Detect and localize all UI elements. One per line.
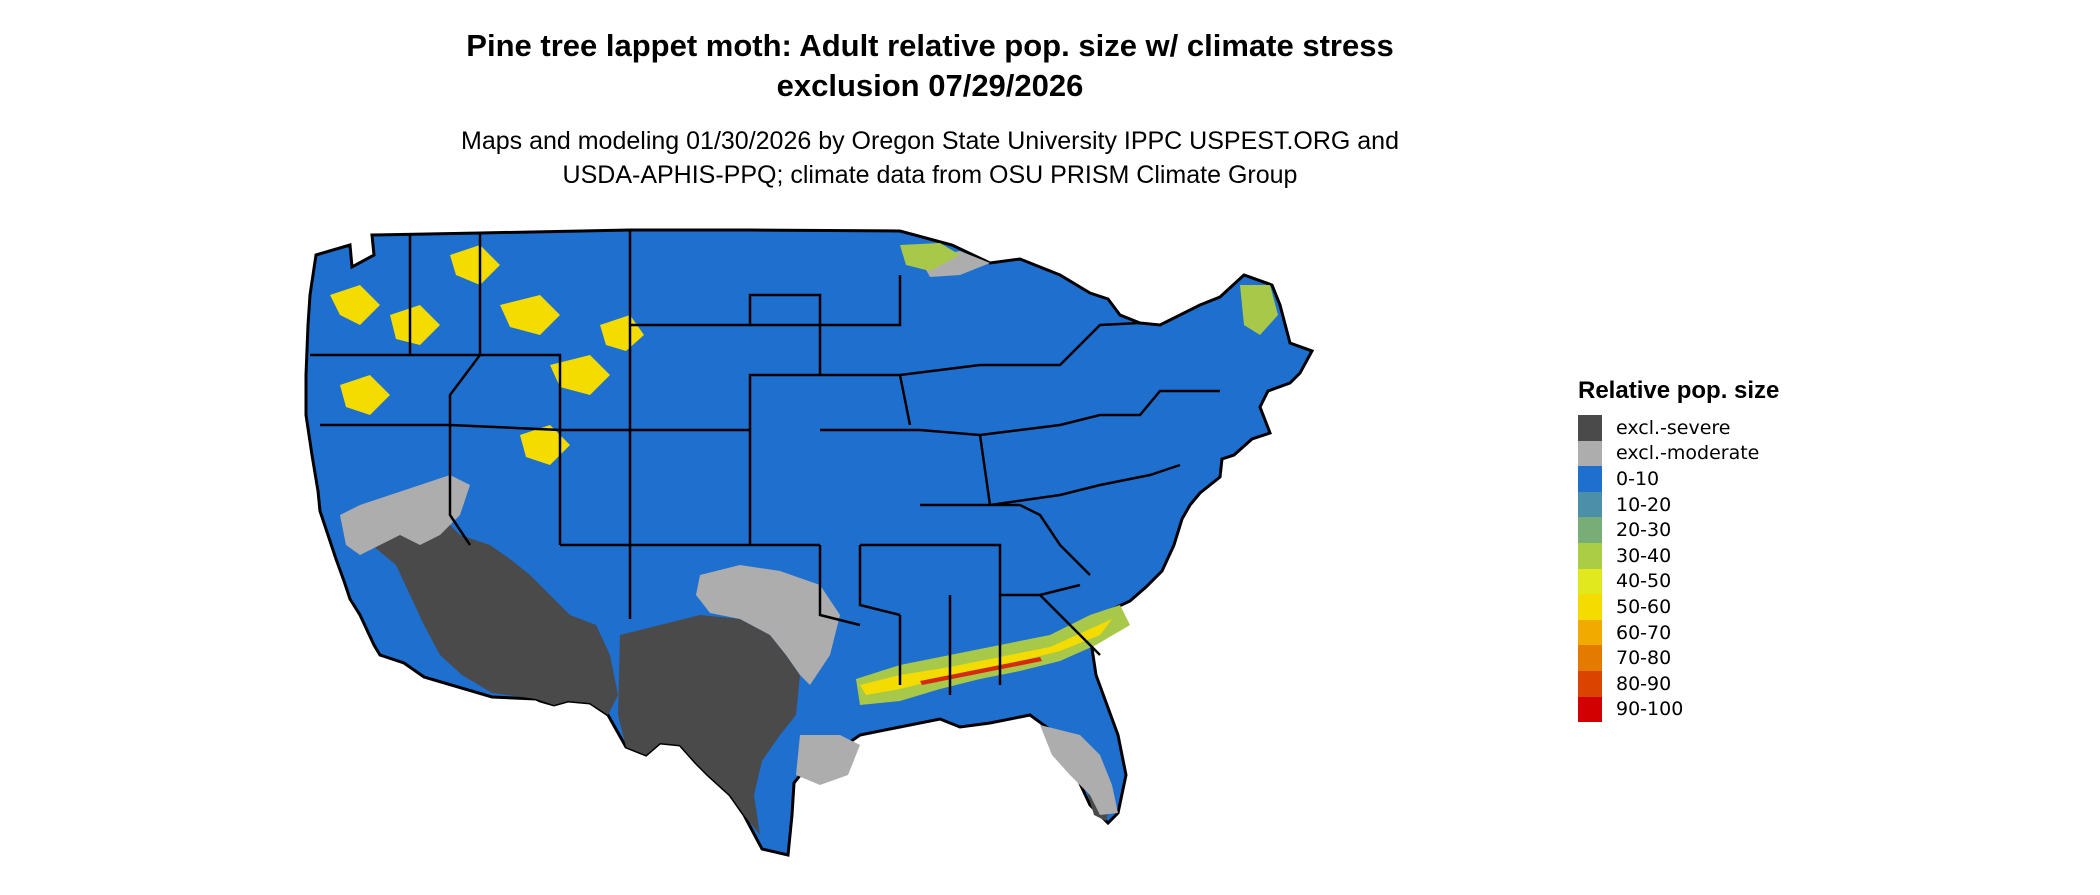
state-borders xyxy=(310,230,1220,695)
legend-item: 10-20 xyxy=(1578,491,1779,518)
excl-moderate-south-plains xyxy=(696,565,840,685)
legend-label: 80-90 xyxy=(1616,672,1672,695)
legend-swatch xyxy=(1578,696,1602,723)
legend-item: 20-30 xyxy=(1578,517,1779,543)
excl-moderate-great-basin xyxy=(340,475,470,555)
border-lines xyxy=(310,230,1220,695)
legend-label: 60-70 xyxy=(1616,621,1672,644)
legend-label: 90-100 xyxy=(1616,698,1684,721)
legend-swatch xyxy=(1578,542,1602,569)
legend-swatch xyxy=(1578,619,1602,646)
legend-item: 90-100 xyxy=(1578,696,1779,723)
legend-item: excl.-severe xyxy=(1578,415,1779,441)
legend-swatch xyxy=(1578,594,1602,620)
legend-title: Relative pop. size xyxy=(1578,377,1780,404)
legend-swatch xyxy=(1578,568,1602,595)
legend-items: excl.-severe excl.-moderate 0-10 10-20 20-30… xyxy=(1578,415,1779,723)
legend-swatch xyxy=(1578,670,1602,697)
legend-label: 70-80 xyxy=(1616,647,1672,670)
legend-label: excl.-moderate xyxy=(1616,442,1760,465)
map-title: Pine tree lappet moth: Adult relative po… xyxy=(0,26,1860,106)
legend-label: 0-10 xyxy=(1616,467,1660,490)
legend-label: excl.-severe xyxy=(1616,416,1731,439)
legend-item: 80-90 xyxy=(1578,670,1779,697)
legend-label: 10-20 xyxy=(1616,493,1672,516)
excl-severe-texas xyxy=(618,615,800,835)
southeast-yellow-band xyxy=(860,619,1112,695)
map-title-line-1: Pine tree lappet moth: Adult relative po… xyxy=(466,28,1394,63)
legend-label: 40-50 xyxy=(1616,570,1672,593)
map-subtitle-line-1: Maps and modeling 01/30/2026 by Oregon S… xyxy=(461,127,1399,155)
legend-swatch xyxy=(1578,491,1602,518)
legend-swatch xyxy=(1578,415,1602,441)
legend-item: 50-60 xyxy=(1578,594,1779,620)
map-title-line-2: exclusion 07/29/2026 xyxy=(776,68,1084,103)
legend-label: 30-40 xyxy=(1616,544,1672,567)
excl-moderate-gulf xyxy=(796,735,860,785)
legend-label: 20-30 xyxy=(1616,519,1672,542)
legend-item: 40-50 xyxy=(1578,568,1779,595)
legend-label: 50-60 xyxy=(1616,595,1672,618)
legend-item: excl.-moderate xyxy=(1578,440,1779,467)
legend-swatch xyxy=(1578,517,1602,543)
legend-swatch xyxy=(1578,466,1602,492)
excl-severe-southwest xyxy=(372,505,618,715)
legend-swatch xyxy=(1578,440,1602,467)
us-population-map xyxy=(304,228,1315,857)
northeast-green xyxy=(1240,285,1278,335)
legend-item: 60-70 xyxy=(1578,619,1779,646)
legend-swatch xyxy=(1578,645,1602,671)
map-subtitle-line-2: USDA-APHIS-PPQ; climate data from OSU PR… xyxy=(562,161,1298,189)
legend-item: 0-10 xyxy=(1578,466,1779,492)
michigan-up-green xyxy=(900,243,960,271)
excl-moderate-florida xyxy=(1040,725,1118,815)
map-subtitle: Maps and modeling 01/30/2026 by Oregon S… xyxy=(0,124,1860,192)
legend-item: 30-40 xyxy=(1578,542,1779,569)
map-legend: Relative pop. size excl.-severe excl.-mod… xyxy=(1578,377,1780,723)
legend-item: 70-80 xyxy=(1578,645,1779,671)
